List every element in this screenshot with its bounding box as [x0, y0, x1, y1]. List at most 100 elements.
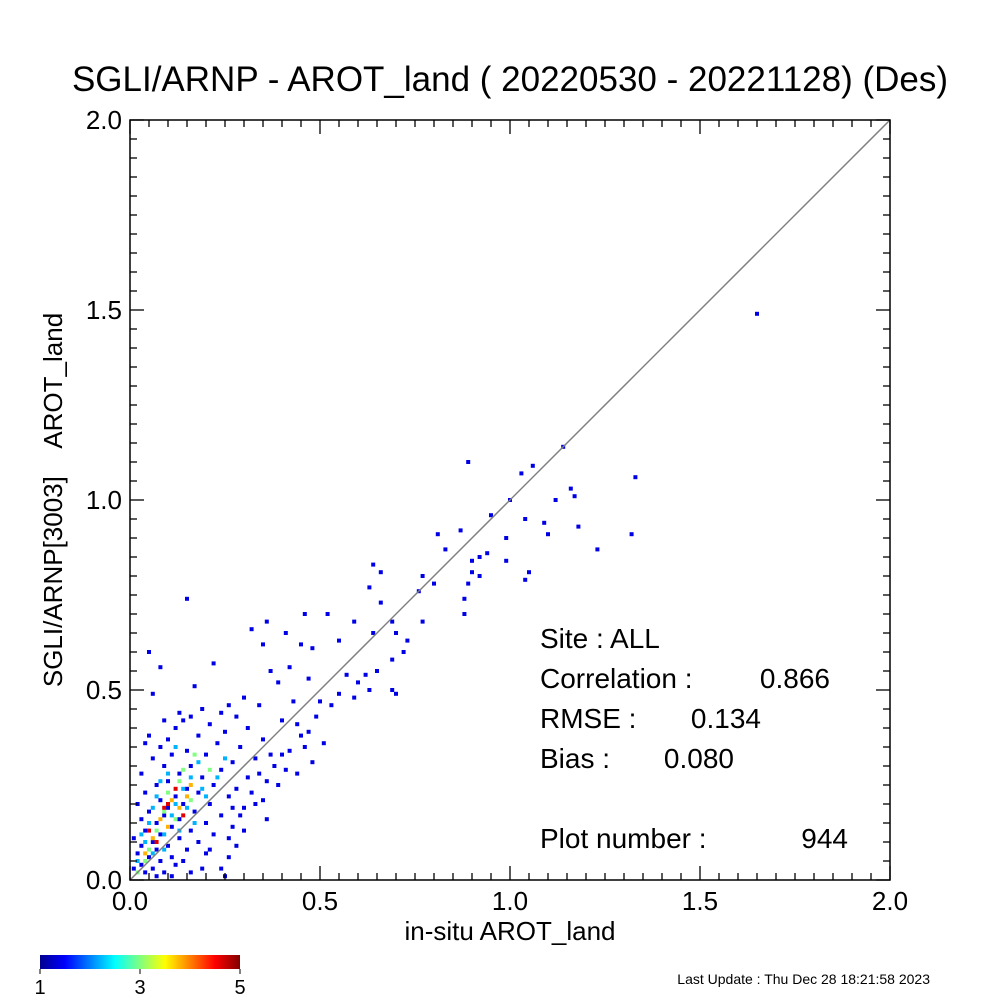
data-point — [215, 775, 220, 780]
data-point — [177, 771, 182, 776]
data-point — [519, 471, 524, 476]
data-point — [253, 802, 258, 806]
data-point — [253, 756, 258, 761]
data-point — [162, 764, 167, 768]
data-point — [318, 699, 322, 704]
data-point — [432, 581, 436, 586]
data-point — [150, 836, 155, 841]
stat-site: Site : ALL — [540, 623, 660, 654]
x-tick-label: 0.0 — [112, 886, 148, 916]
y-axis-label: SGLI/ARNP[3003] AROT_land — [38, 313, 68, 687]
stats-box: Site : ALL Correlation : 0.866 RMSE : 0.… — [540, 623, 848, 854]
data-point — [477, 574, 482, 578]
data-point — [337, 638, 341, 643]
data-point — [462, 596, 467, 601]
data-point — [363, 672, 368, 677]
data-point — [530, 463, 535, 468]
data-point — [173, 802, 178, 806]
data-point — [276, 783, 281, 787]
one-to-one-line — [129, 119, 891, 881]
data-point — [261, 798, 265, 803]
data-point — [280, 718, 284, 723]
data-point — [147, 828, 151, 833]
data-point — [344, 672, 349, 677]
data-point — [394, 691, 398, 696]
data-point — [139, 817, 144, 822]
data-point — [238, 813, 243, 818]
data-point — [226, 855, 231, 860]
data-point — [226, 836, 231, 841]
data-point — [291, 699, 296, 704]
data-point — [177, 710, 182, 715]
x-tick-label: 1.5 — [682, 886, 718, 916]
data-point — [325, 612, 330, 616]
data-point — [420, 619, 425, 624]
data-point — [147, 847, 151, 852]
data-point — [150, 851, 155, 856]
data-point — [147, 821, 151, 825]
y-tick-label: 1.0 — [86, 485, 122, 515]
x-tick-label: 2.0 — [872, 886, 908, 916]
data-point — [162, 813, 167, 818]
data-point — [173, 862, 178, 867]
y-tick-label: 0.0 — [86, 865, 122, 895]
data-point — [378, 600, 383, 605]
data-point — [192, 821, 197, 825]
data-point — [390, 657, 395, 662]
data-point — [302, 745, 307, 749]
data-point — [219, 767, 224, 772]
colorbar-tick-label: 1 — [34, 977, 45, 999]
data-point — [211, 661, 216, 666]
data-point — [371, 631, 376, 635]
data-point — [154, 847, 159, 852]
data-point — [310, 646, 315, 651]
data-point — [435, 532, 440, 537]
colorbar — [40, 955, 240, 969]
data-point — [276, 680, 281, 685]
data-point — [158, 832, 163, 837]
data-point — [458, 528, 463, 533]
y-tick-label: 1.5 — [86, 295, 122, 325]
data-point — [215, 741, 220, 746]
data-point — [143, 851, 148, 856]
data-point — [280, 752, 284, 757]
data-point — [204, 794, 208, 799]
data-point — [135, 859, 140, 863]
data-point — [150, 805, 155, 810]
data-point — [394, 631, 398, 635]
data-point — [143, 859, 148, 863]
data-point — [200, 707, 205, 711]
data-point — [188, 714, 193, 719]
data-point — [234, 786, 239, 791]
data-point — [504, 558, 509, 563]
data-point — [150, 756, 155, 761]
data-point — [166, 802, 170, 806]
data-point — [283, 767, 288, 772]
data-point — [150, 866, 155, 871]
data-point — [306, 676, 311, 681]
data-point — [154, 840, 159, 844]
data-point — [185, 794, 189, 799]
data-point — [143, 870, 148, 875]
data-point — [242, 805, 246, 810]
data-point — [162, 805, 167, 810]
data-point — [230, 760, 235, 765]
data-point — [523, 577, 528, 582]
data-point — [196, 733, 201, 738]
data-point — [173, 726, 178, 730]
data-point — [546, 532, 550, 537]
data-point — [173, 794, 178, 799]
data-point — [245, 775, 250, 780]
data-point — [166, 843, 170, 848]
stat-plot-number-value: 944 — [801, 823, 848, 854]
data-point — [219, 710, 224, 715]
data-point — [553, 498, 558, 502]
data-point — [196, 840, 201, 844]
data-point — [200, 866, 205, 871]
data-point — [166, 790, 170, 795]
data-point — [470, 558, 474, 563]
data-point — [462, 612, 467, 616]
data-point — [287, 665, 292, 670]
data-point — [192, 809, 197, 814]
data-point — [223, 756, 227, 761]
